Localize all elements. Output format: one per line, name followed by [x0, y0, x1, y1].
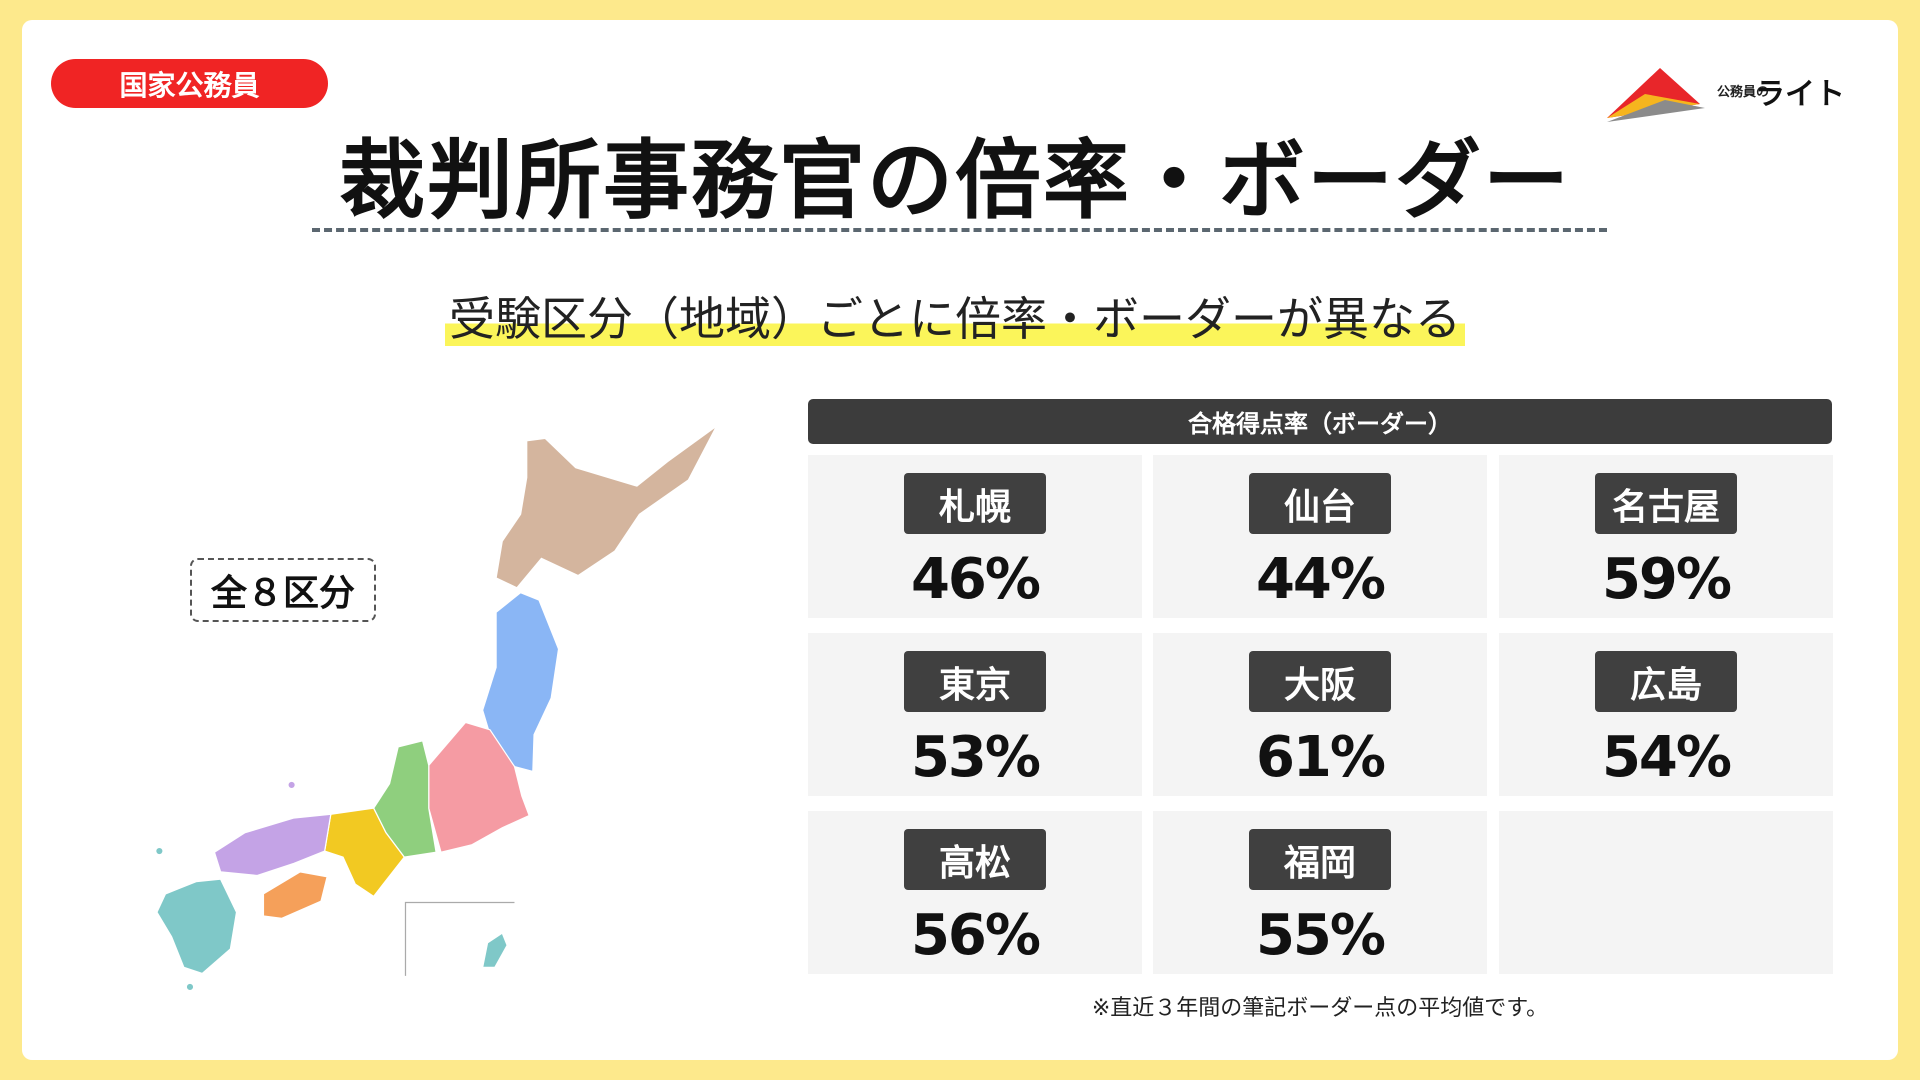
empty-cell — [1499, 811, 1833, 974]
region-tohoku — [481, 591, 560, 773]
region-label: 東京 — [904, 651, 1046, 712]
logo-mark — [1607, 100, 1705, 122]
border-rate: 46% — [910, 547, 1041, 612]
region-label: 名古屋 — [1595, 473, 1737, 534]
border-rate: 54% — [1601, 725, 1732, 790]
region-label: 福岡 — [1249, 829, 1391, 890]
region-kyushu — [156, 878, 238, 975]
region-chubu — [372, 740, 437, 858]
border-rate: 53% — [910, 725, 1041, 790]
divider — [312, 228, 1607, 232]
border-rate: 56% — [910, 903, 1041, 968]
region-chugoku — [213, 813, 332, 877]
score-cell: 名古屋 59% — [1499, 455, 1833, 618]
region-shikoku — [262, 871, 328, 920]
score-cell: 福岡 55% — [1153, 811, 1487, 974]
badge: 国家公務員 — [51, 59, 328, 108]
region-hokkaido — [495, 425, 718, 589]
region-label: 札幌 — [904, 473, 1046, 534]
island — [155, 846, 164, 856]
island — [185, 982, 195, 992]
okinawa-frame — [404, 901, 515, 976]
score-cell: 仙台 44% — [1153, 455, 1487, 618]
logo: 公務員の ライト — [1607, 68, 1845, 122]
region-label: 高松 — [904, 829, 1046, 890]
table-title: 合格得点率（ボーダー） — [808, 399, 1832, 444]
logo-main: ライト — [1755, 77, 1845, 112]
score-cell: 東京 53% — [808, 633, 1142, 796]
region-okinawa — [481, 932, 508, 968]
region-kinki — [323, 807, 406, 898]
region-label: 広島 — [1595, 651, 1737, 712]
island — [287, 780, 296, 790]
score-cell: 大阪 61% — [1153, 633, 1487, 796]
score-cell: 札幌 46% — [808, 455, 1142, 618]
map-label: 全８区分 — [190, 558, 376, 622]
logo-small: 公務員の — [1717, 84, 1769, 100]
footnote: ※直近３年間の筆記ボーダー点の平均値です。 — [1091, 996, 1549, 1021]
border-rate: 44% — [1255, 547, 1386, 612]
region-label: 大阪 — [1249, 651, 1391, 712]
score-cell: 高松 56% — [808, 811, 1142, 974]
border-rate: 55% — [1255, 903, 1386, 968]
border-rate: 61% — [1255, 725, 1386, 790]
japan-map — [155, 425, 718, 992]
subtitle: 受験区分（地域）ごとに倍率・ボーダーが異なる — [445, 292, 1465, 346]
title: 裁判所事務官の倍率・ボーダー — [339, 131, 1571, 231]
region-label: 仙台 — [1249, 473, 1391, 534]
border-rate: 59% — [1601, 547, 1732, 612]
subtitle-row: 受験区分（地域）ごとに倍率・ボーダーが異なる — [0, 283, 1910, 349]
score-cell: 広島 54% — [1499, 633, 1833, 796]
